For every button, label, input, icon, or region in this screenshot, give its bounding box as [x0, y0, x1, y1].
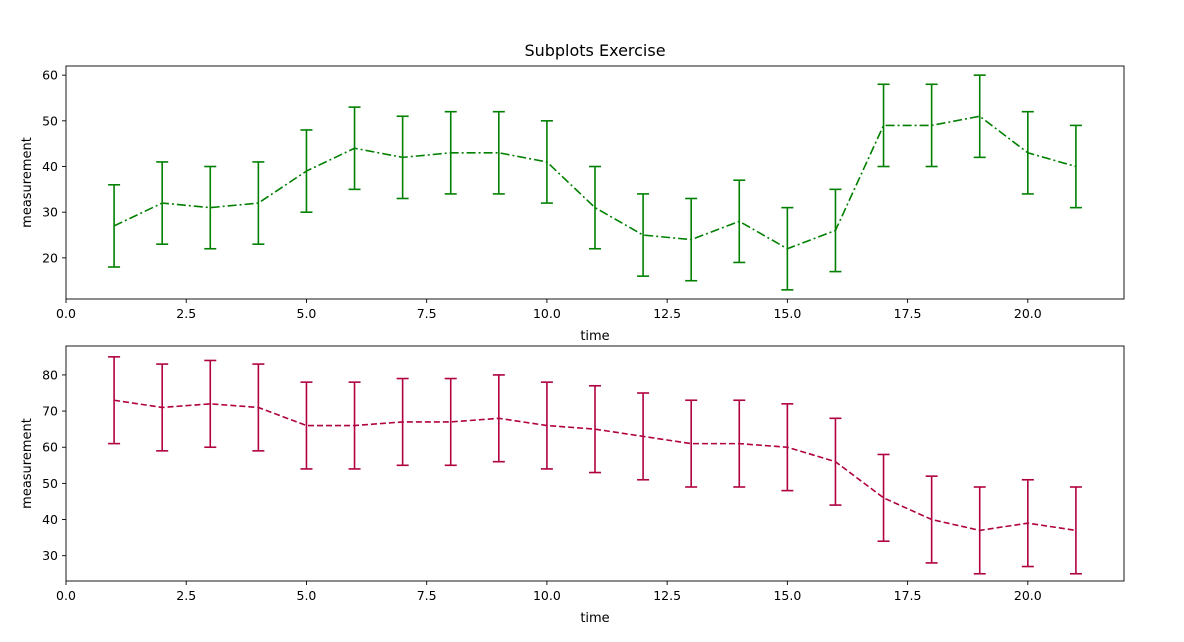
subplot-1-xtick-label: 15.0: [773, 306, 801, 321]
subplot-2-ytick-label: 50: [42, 476, 58, 491]
subplot-1-xtick-label: 7.5: [417, 306, 437, 321]
subplot-1-xtick-label: 17.5: [894, 306, 922, 321]
subplot-2-xtick-label: 0.0: [56, 588, 76, 603]
subplot-1-ytick-label: 60: [42, 68, 58, 83]
subplot-2-ytick-label: 40: [42, 512, 58, 527]
subplot-2-ytick-label: 70: [42, 404, 58, 419]
subplot-2-xtick-label: 12.5: [653, 588, 681, 603]
subplot-1-xtick-label: 2.5: [176, 306, 196, 321]
subplot-2-series-line: [113, 399, 1077, 532]
subplot-1-xtick-label: 20.0: [1014, 306, 1042, 321]
subplot-2-xtick-label: 15.0: [773, 588, 801, 603]
subplot-2-ytick-label: 30: [42, 548, 58, 563]
subplot-2-axes-frame: [65, 345, 1125, 582]
subplot-1-xtick-label: 0.0: [56, 306, 76, 321]
subplot-2-xtick-label: 17.5: [894, 588, 922, 603]
subplot-2-x-axis-label: time: [580, 611, 609, 626]
subplot-2-xtick-label: 10.0: [533, 588, 561, 603]
subplot-1-xtick-label: 10.0: [533, 306, 561, 321]
subplot-1-ytick-label: 50: [42, 113, 58, 128]
subplot-2-ytick-label: 60: [42, 440, 58, 455]
subplot-1-ytick-label: 40: [42, 159, 58, 174]
subplot-2-xtick-label: 2.5: [176, 588, 196, 603]
subplot-1-axes-frame: [65, 65, 1125, 300]
subplot-1-xtick-label: 5.0: [297, 306, 317, 321]
subplot-1-ytick-label: 30: [42, 205, 58, 220]
subplot-2-xtick-label: 20.0: [1014, 588, 1042, 603]
subplot-1-series-line: [113, 115, 1077, 250]
subplot-1-ytick-label: 20: [42, 250, 58, 265]
subplot-2-ytick-label: 80: [42, 367, 58, 382]
subplot-2-y-axis-label: measurement: [20, 418, 35, 509]
subplot-1-x-axis-label: time: [580, 329, 609, 344]
subplot-2-xtick-label: 5.0: [297, 588, 317, 603]
chart-title: Subplots Exercise: [524, 41, 665, 60]
subplot-1-xtick-label: 12.5: [653, 306, 681, 321]
subplot-1-y-axis-label: measurement: [20, 137, 35, 228]
subplot-2-xtick-label: 7.5: [417, 588, 437, 603]
